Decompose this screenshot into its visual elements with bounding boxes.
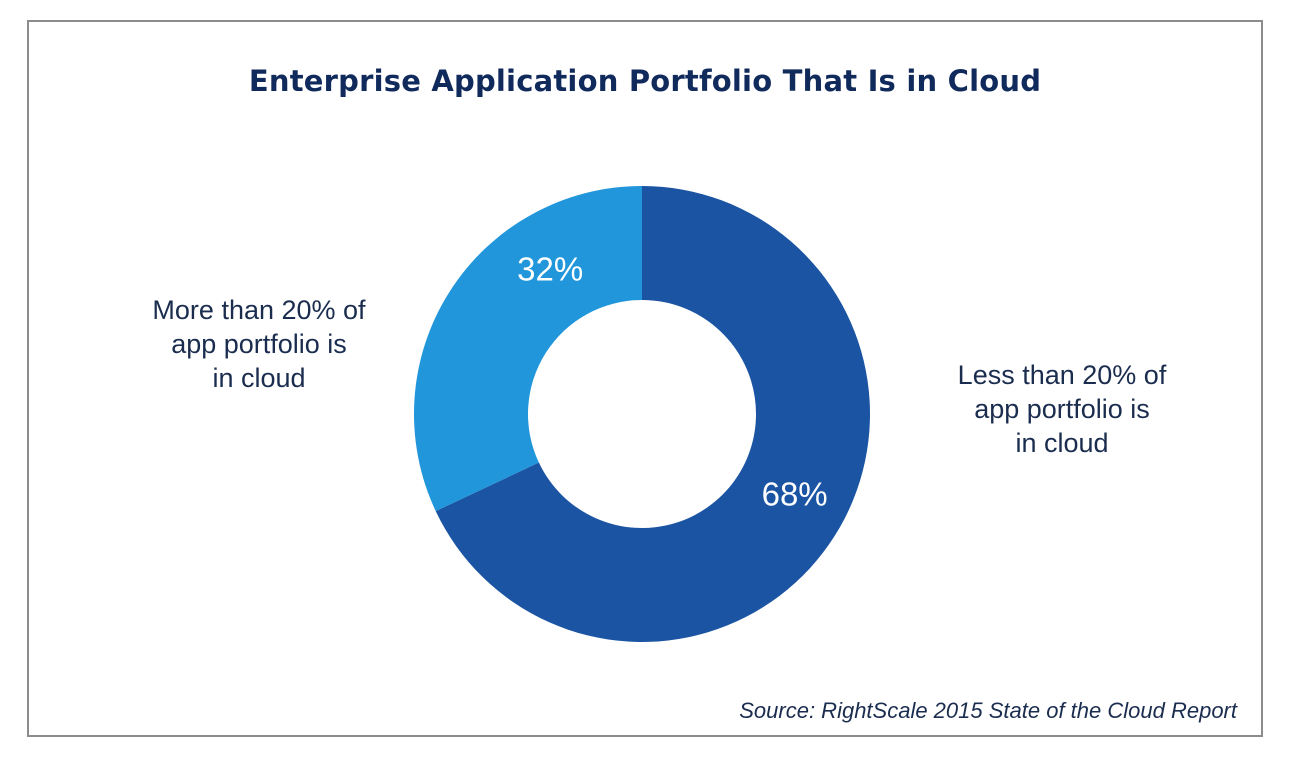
legend-label-more-than-20: More than 20% of app portfolio is in clo… [152, 295, 366, 393]
chart-frame: Enterprise Application Portfolio That Is… [27, 20, 1263, 737]
slice-more-than-20-percent [414, 185, 642, 512]
slice-less-than-20-percent [435, 186, 870, 642]
source-note: Source: RightScale 2015 State of the Clo… [739, 698, 1237, 723]
data-label-32-percent: 32% [517, 251, 583, 288]
data-label-68-percent: 68% [762, 475, 828, 512]
legend-label-less-than-20: Less than 20% of app portfolio is in clo… [957, 360, 1167, 458]
donut-chart: 68% 32% [414, 185, 870, 642]
chart-title: Enterprise Application Portfolio That Is… [248, 64, 1042, 98]
